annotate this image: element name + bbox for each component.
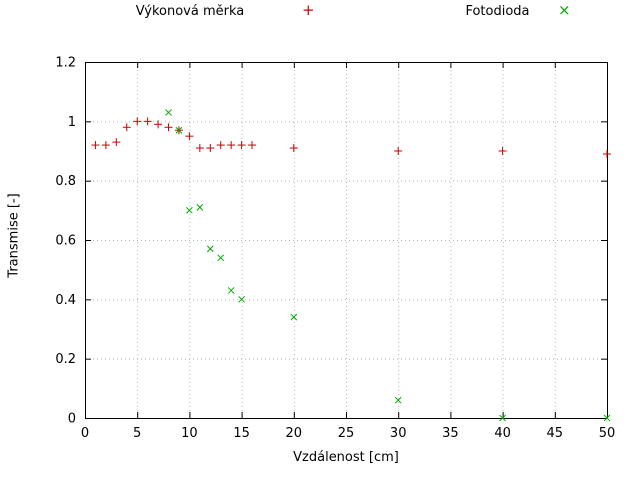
svg-text:1: 1: [68, 115, 76, 130]
svg-text:30: 30: [390, 426, 407, 441]
svg-text:0.4: 0.4: [55, 293, 76, 308]
y-axis-label: Transmise [-]: [6, 193, 22, 278]
cross-marker-icon: ×: [558, 1, 571, 19]
svg-text:25: 25: [338, 426, 355, 441]
svg-text:35: 35: [442, 426, 459, 441]
legend-label-powermeter: Výkonová měrka: [135, 4, 245, 19]
svg-text:0.8: 0.8: [55, 174, 76, 189]
svg-text:45: 45: [547, 426, 564, 441]
svg-text:40: 40: [494, 426, 511, 441]
svg-text:0: 0: [81, 426, 89, 441]
svg-text:0.6: 0.6: [55, 234, 76, 249]
svg-text:1.2: 1.2: [55, 56, 76, 71]
svg-text:20: 20: [286, 426, 303, 441]
svg-text:10: 10: [181, 426, 198, 441]
svg-text:15: 15: [233, 426, 250, 441]
plus-marker-icon: +: [302, 1, 315, 19]
svg-text:0.2: 0.2: [55, 352, 76, 367]
legend-label-photodiode: Fotodioda: [465, 4, 530, 19]
svg-text:5: 5: [133, 426, 141, 441]
x-axis-label: Vzdálenost [cm]: [293, 450, 399, 465]
svg-text:0: 0: [68, 412, 76, 427]
svg-text:50: 50: [599, 426, 616, 441]
